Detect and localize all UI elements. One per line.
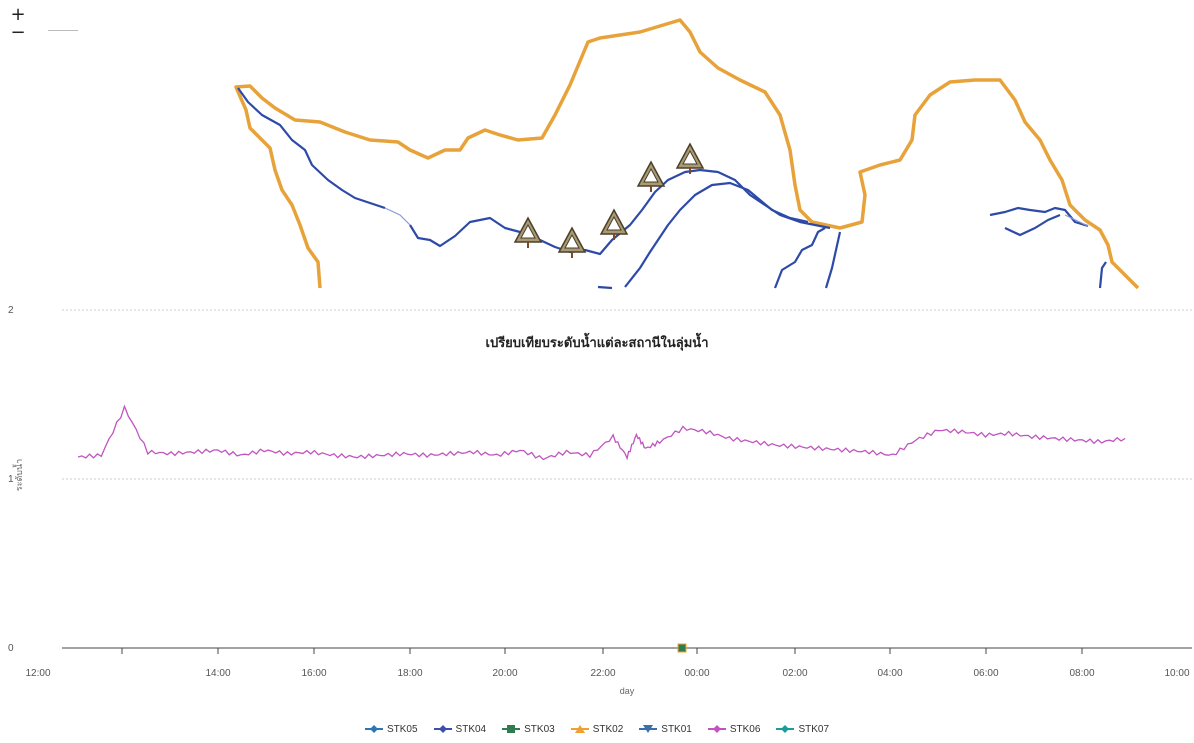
legend-item-stk04[interactable]: STK04	[433, 724, 487, 735]
x-tick-label: 10:00	[1164, 668, 1189, 679]
river-minor-segment	[384, 207, 1089, 227]
series-line-stk06	[77, 404, 1126, 461]
warning-triangle-icon[interactable]	[675, 142, 705, 174]
warning-triangle-icon[interactable]	[513, 216, 543, 248]
chart-gridlines	[62, 309, 1192, 480]
zoom-in-button[interactable]: +	[10, 4, 26, 25]
zoom-out-button[interactable]: −	[10, 22, 26, 43]
x-tick-label: 14:00	[205, 668, 230, 679]
legend-item-stk06[interactable]: STK06	[707, 724, 761, 735]
x-tick-label: 18:00	[397, 668, 422, 679]
basin-boundary	[234, 18, 1140, 290]
warning-triangle-icon[interactable]	[599, 208, 629, 240]
x-tick-label: 08:00	[1069, 668, 1094, 679]
x-tick-label: 22:00	[590, 668, 615, 679]
x-tick-label: 04:00	[877, 668, 902, 679]
chart-legend: STK05 STK04 STK03 STK02 STK01 STK06 STK07	[0, 724, 1194, 735]
legend-marker-icon	[776, 724, 798, 735]
y-tick-label: 0	[8, 643, 14, 654]
x-tick-label: 20:00	[492, 668, 517, 679]
legend-label: STK01	[661, 724, 692, 735]
x-tick-label: 02:00	[782, 668, 807, 679]
legend-marker-icon	[639, 724, 661, 735]
legend-label: STK07	[798, 724, 830, 735]
zoom-controls: + −	[8, 6, 28, 42]
x-tick-label: 12:00	[25, 668, 50, 679]
river-network	[237, 87, 1107, 290]
warning-triangle-icon[interactable]	[636, 160, 666, 192]
legend-item-stk05[interactable]: STK05	[364, 724, 418, 735]
warning-triangle-icon[interactable]	[557, 226, 587, 258]
legend-marker-icon	[364, 724, 387, 735]
chart-series	[77, 404, 1126, 461]
water-level-chart: 0 1 2 12:00 14:00 16:00 18:00 20:00 22:00 00:00 02…	[8, 305, 1192, 696]
map-canvas[interactable]	[0, 0, 1194, 290]
series-marker-origin	[677, 643, 687, 653]
legend-label: STK04	[455, 724, 487, 735]
x-tick-label: 16:00	[301, 668, 326, 679]
legend-item-stk01[interactable]: STK01	[639, 724, 692, 735]
legend-item-stk03[interactable]: STK03	[502, 724, 555, 735]
legend-marker-icon	[433, 724, 456, 735]
legend-item-stk07[interactable]: STK07	[776, 724, 829, 735]
y-tick-label: 1	[8, 474, 14, 485]
legend-marker-icon	[570, 724, 593, 735]
y-axis-title: ระดับน้ำ	[12, 459, 24, 491]
x-tick-label: 06:00	[973, 668, 998, 679]
chart-axes: 0 1 2 12:00 14:00 16:00 18:00 20:00 22:00 00:00 02…	[8, 305, 1192, 696]
legend-marker-icon	[502, 724, 524, 735]
legend-label: STK06	[729, 724, 761, 735]
chart-title: เปรียบเทียบระดับน้ำแต่ละสถานีในลุ่มน้ำ	[485, 336, 709, 351]
y-tick-label: 2	[8, 305, 14, 316]
map-scale-bar	[48, 30, 78, 31]
legend-item-stk02[interactable]: STK02	[570, 724, 624, 735]
legend-label: STK02	[592, 724, 624, 735]
legend-label: STK05	[386, 724, 418, 735]
legend-label: STK03	[524, 724, 555, 735]
x-axis-title: day	[620, 686, 635, 696]
chart-markers	[677, 643, 687, 653]
station-markers[interactable]	[513, 142, 705, 258]
x-tick-label: 00:00	[684, 668, 709, 679]
legend-marker-icon	[707, 724, 730, 735]
